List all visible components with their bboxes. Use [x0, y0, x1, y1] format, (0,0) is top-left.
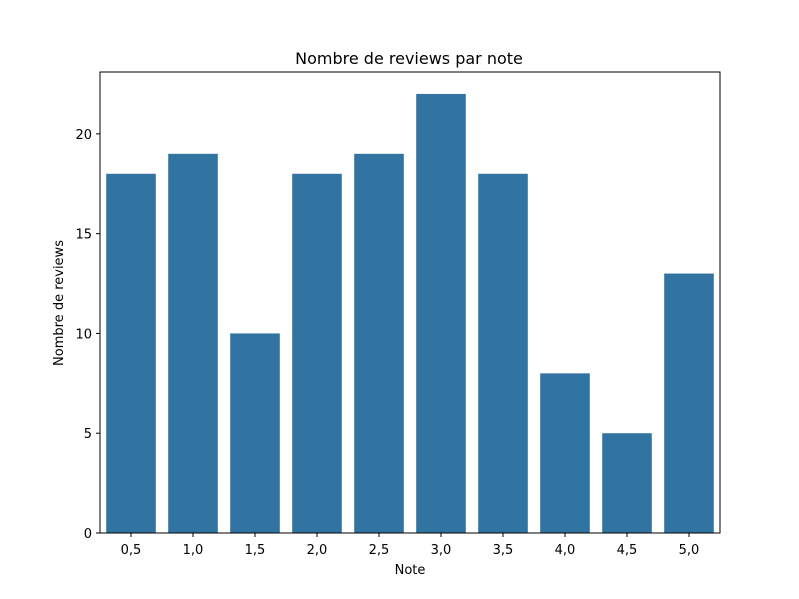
- bars-layer: [106, 93, 714, 533]
- y-tick-label: 0: [84, 527, 92, 542]
- x-tick-label: 3,0: [431, 543, 452, 558]
- bar-1-0: [168, 153, 218, 533]
- y-axis: 0 5 10 15 20: [75, 128, 100, 542]
- x-axis-label: Note: [395, 563, 426, 578]
- x-tick-label: 3,5: [493, 543, 514, 558]
- bar-2-5: [354, 153, 404, 533]
- chart-title: Nombre de reviews par note: [295, 49, 523, 68]
- x-tick-label: 5,0: [679, 543, 700, 558]
- x-tick-label: 2,5: [369, 543, 390, 558]
- x-tick-label: 4,5: [617, 543, 638, 558]
- y-tick-label: 15: [75, 228, 92, 243]
- x-tick-label: 0,5: [121, 543, 142, 558]
- bar-3-0: [416, 93, 466, 533]
- bar-0-5: [106, 173, 156, 533]
- x-tick-label: 4,0: [555, 543, 576, 558]
- y-axis-label: Nombre de reviews: [52, 240, 67, 366]
- x-axis: 0,5 1,0 1,5 2,0 2,5 3,0 3,5 4,0 4,5 5,0: [121, 533, 700, 558]
- y-tick-label: 5: [84, 427, 92, 442]
- plot-frame: [99, 71, 721, 534]
- bar-1-5: [230, 333, 280, 533]
- y-tick-label: 20: [75, 128, 92, 143]
- x-tick-label: 1,5: [245, 543, 266, 558]
- bar-3-5: [478, 173, 528, 533]
- y-tick-label: 10: [75, 327, 92, 342]
- bar-5-0: [664, 273, 714, 533]
- bar-2-0: [292, 173, 342, 533]
- bar-4-5: [602, 433, 652, 533]
- x-tick-label: 2,0: [307, 543, 328, 558]
- bar-4-0: [540, 373, 590, 533]
- x-tick-label: 1,0: [183, 543, 204, 558]
